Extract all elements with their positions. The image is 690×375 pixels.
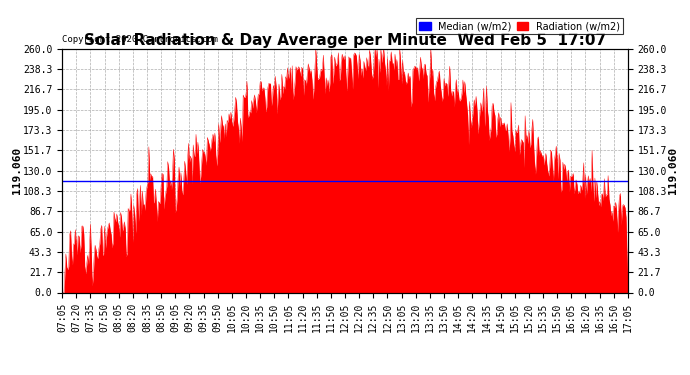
Title: Solar Radiation & Day Average per Minute  Wed Feb 5  17:07: Solar Radiation & Day Average per Minute… [84,33,606,48]
Y-axis label: 119.060: 119.060 [12,147,21,194]
Text: Copyright 2020 Cartronics.com: Copyright 2020 Cartronics.com [62,35,218,44]
Legend: Median (w/m2), Radiation (w/m2): Median (w/m2), Radiation (w/m2) [416,18,623,34]
Y-axis label: 119.060: 119.060 [669,147,678,194]
